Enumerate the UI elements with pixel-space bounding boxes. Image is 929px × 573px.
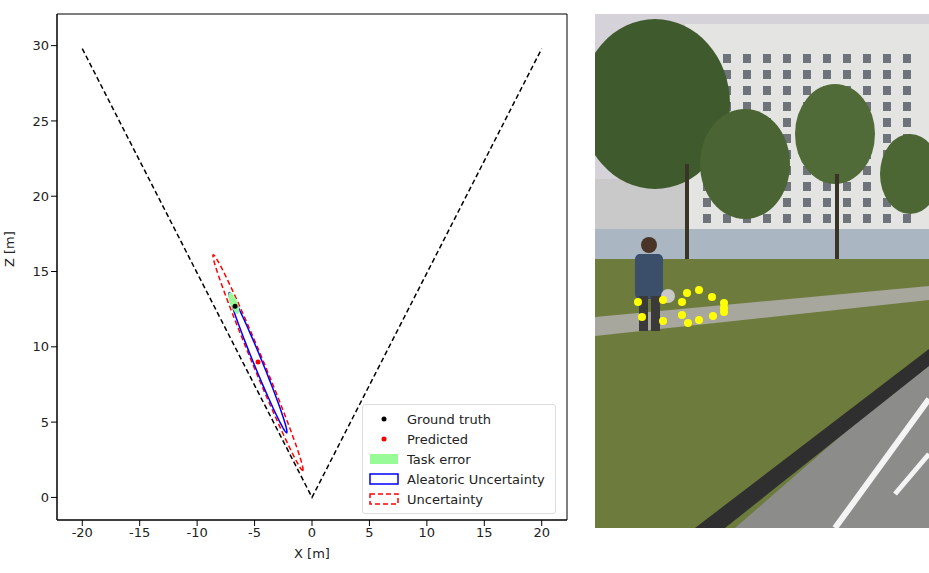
- svg-text:15: 15: [32, 264, 49, 279]
- svg-text:5: 5: [365, 525, 373, 540]
- svg-text:-10: -10: [187, 525, 208, 540]
- svg-text:5: 5: [41, 415, 49, 430]
- svg-text:15: 15: [476, 525, 493, 540]
- svg-text:0: 0: [308, 525, 316, 540]
- svg-text:Z [m]: Z [m]: [2, 231, 17, 267]
- html-text:Uncertainty: Uncertainty: [407, 491, 483, 507]
- html-text:Predicted: Predicted: [407, 431, 468, 447]
- svg-text:20: 20: [32, 189, 49, 204]
- svg-text:X [m]: X [m]: [294, 546, 330, 561]
- html-text:Task error: Task error: [407, 451, 471, 467]
- svg-text:-5: -5: [248, 525, 261, 540]
- html-text:Ground truth: Ground truth: [407, 411, 491, 427]
- svg-text:0: 0: [41, 490, 49, 505]
- svg-text:20: 20: [533, 525, 550, 540]
- svg-text:30: 30: [32, 38, 49, 53]
- svg-text:-15: -15: [129, 525, 150, 540]
- svg-text:10: 10: [419, 525, 436, 540]
- html-text:Aleatoric Uncertainty: Aleatoric Uncertainty: [407, 471, 545, 487]
- svg-text:25: 25: [32, 114, 49, 129]
- svg-text:10: 10: [32, 339, 49, 354]
- svg-text:-20: -20: [72, 525, 93, 540]
